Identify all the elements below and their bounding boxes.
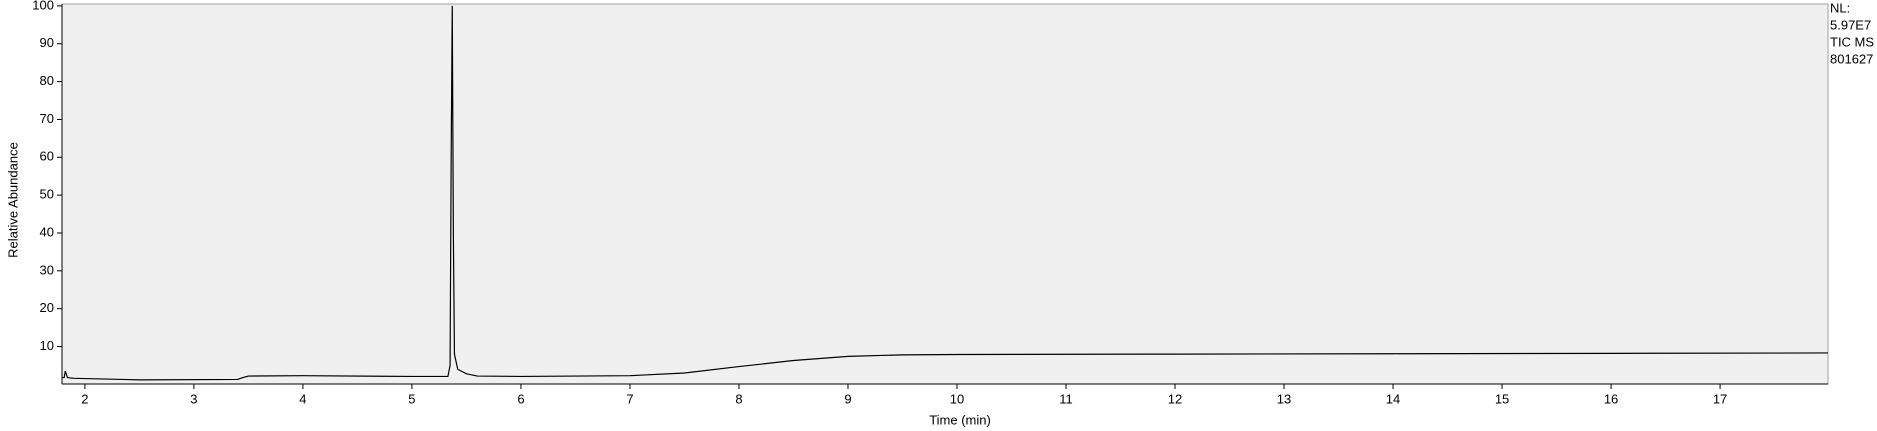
x-tick-label: 14	[1386, 391, 1400, 406]
x-tick-label: 4	[299, 391, 306, 406]
x-tick-label: 10	[950, 391, 964, 406]
x-tick-label: 9	[844, 391, 851, 406]
side-label: 5.97E7	[1830, 17, 1871, 32]
y-tick-label: 10	[40, 338, 54, 353]
y-tick-label: 90	[40, 35, 54, 50]
x-axis-label: Time (min)	[929, 412, 991, 427]
y-axis-label: Relative Abundance	[5, 142, 20, 258]
y-tick-label: 30	[40, 262, 54, 277]
y-tick-label: 40	[40, 224, 54, 239]
x-tick-label: 12	[1168, 391, 1182, 406]
y-tick-label: 20	[40, 300, 54, 315]
x-tick-label: 15	[1495, 391, 1509, 406]
x-tick-label: 13	[1277, 391, 1291, 406]
x-tick-label: 8	[735, 391, 742, 406]
x-tick-label: 2	[81, 391, 88, 406]
x-tick-label: 7	[626, 391, 633, 406]
x-tick-label: 16	[1604, 391, 1618, 406]
x-tick-label: 11	[1059, 391, 1073, 406]
trace	[62, 5, 1829, 381]
peak-label: 5.37	[440, 0, 465, 1]
y-tick-label: 80	[40, 73, 54, 88]
side-label: NL:	[1830, 0, 1850, 15]
y-tick-label: 100	[32, 0, 54, 12]
x-tick-label: 3	[190, 391, 197, 406]
y-tick-label: 70	[40, 111, 54, 126]
side-label: 801627	[1830, 51, 1873, 66]
y-tick-label: 60	[40, 149, 54, 164]
y-tick-label: 50	[40, 187, 54, 202]
plot-area	[61, 3, 1829, 385]
side-label: TIC MS	[1830, 34, 1874, 49]
x-tick-label: 6	[517, 391, 524, 406]
x-tick-label: 5	[408, 391, 415, 406]
x-tick-label: 17	[1713, 391, 1727, 406]
